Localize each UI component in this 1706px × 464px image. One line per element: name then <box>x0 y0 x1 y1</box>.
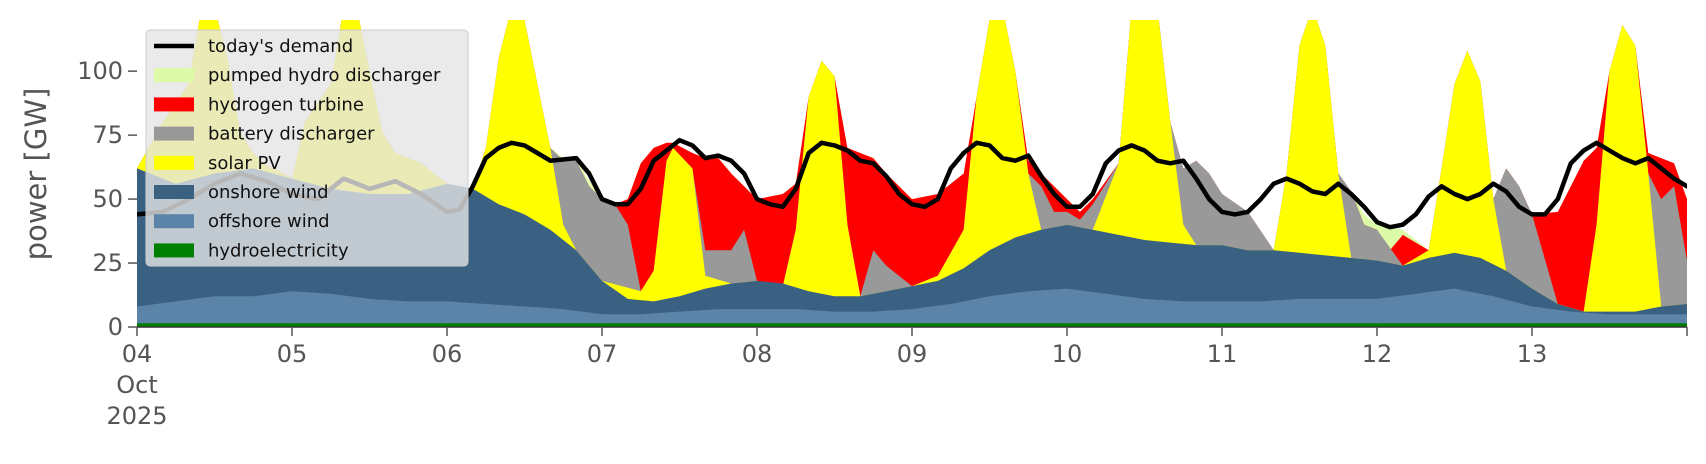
legend-swatch-battery-discharger <box>154 126 194 141</box>
y-tick-label: 50 <box>92 185 123 213</box>
y-tick-label: 25 <box>92 249 123 277</box>
x-tick-label: 12 <box>1362 340 1393 368</box>
x-tick-label: 05 <box>277 340 308 368</box>
legend-label-today-s-demand: today's demand <box>208 36 353 57</box>
legend-label-battery-discharger: battery discharger <box>208 124 375 145</box>
legend-swatch-hydrogen-turbine <box>154 97 194 112</box>
area-hydroelectricity <box>137 323 1687 327</box>
y-ticks: 0 25 50 75 100 <box>77 57 137 341</box>
legend-swatch-pumped-hydro-discharger <box>154 68 194 83</box>
y-tick-label: 100 <box>77 57 123 85</box>
x-tick-label: 13 <box>1517 340 1548 368</box>
x-tick-label: 08 <box>742 340 773 368</box>
x-tick-label: 04 <box>122 340 153 368</box>
legend-swatch-offshore-wind <box>154 214 194 229</box>
legend-box <box>145 29 469 267</box>
legend: today's demand pumped hydro discharger hyd… <box>145 29 469 267</box>
y-tick-label: 75 <box>92 121 123 149</box>
legend-label-pumped-hydro-discharger: pumped hydro discharger <box>208 65 441 86</box>
legend-swatch-onshore-wind <box>154 185 194 199</box>
x-tick-label: 10 <box>1052 340 1083 368</box>
area-onshore-wind <box>137 168 1687 327</box>
legend-label-hydroelectricity: hydroelectricity <box>208 240 349 261</box>
x-tick-label-extra: Oct <box>116 371 158 399</box>
x-tick-label: 11 <box>1207 340 1238 368</box>
legend-label-solar-pv: solar PV <box>208 153 281 174</box>
x-tick-label-extra: 2025 <box>106 402 167 430</box>
legend-swatch-hydroelectricity <box>154 243 194 258</box>
legend-label-offshore-wind: offshore wind <box>208 211 330 232</box>
legend-label-hydrogen-turbine: hydrogen turbine <box>208 94 364 115</box>
x-tick-label: 09 <box>897 340 928 368</box>
x-tick-label: 07 <box>587 340 618 368</box>
y-axis-label: power [GW] <box>19 88 53 261</box>
x-tick-label: 06 <box>432 340 463 368</box>
area-offshore-wind <box>137 288 1687 327</box>
y-tick-label: 0 <box>108 313 123 341</box>
demand-layer <box>137 137 1687 230</box>
series-areas <box>137 20 1687 327</box>
legend-label-onshore-wind: onshore wind <box>208 182 329 203</box>
legend-swatch-solar-pv <box>154 155 194 170</box>
demand-line <box>137 137 1687 230</box>
x-ticks: 04 Oct 2025 05 06 07 08 09 10 11 12 13 <box>106 327 1688 430</box>
